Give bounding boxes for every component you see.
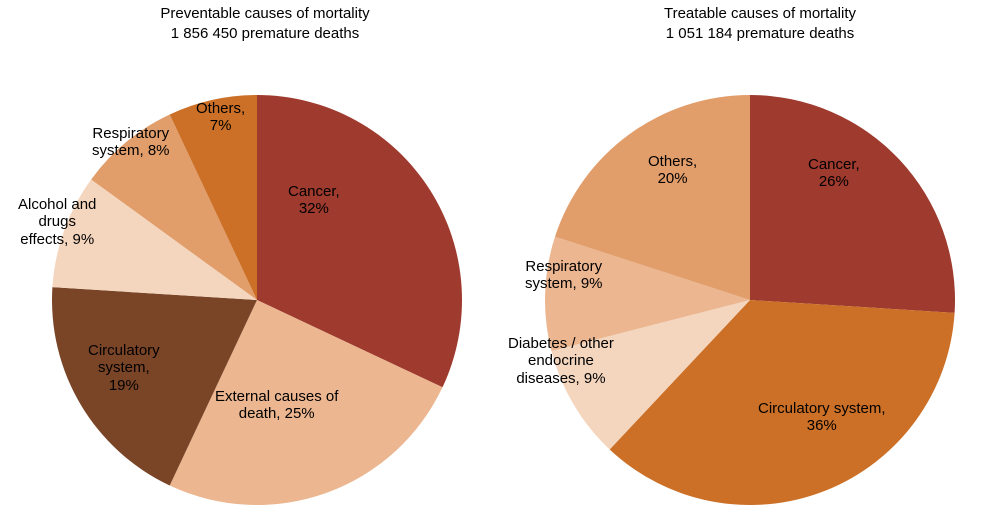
title-line1: Treatable causes of mortality xyxy=(664,5,856,22)
pie-treatable xyxy=(545,95,955,505)
slice-label-others: Others, 7% xyxy=(196,100,245,135)
slice-label-circulatory-system: Circulatory system, 19% xyxy=(88,342,160,394)
title-line1: Preventable causes of mortality xyxy=(160,5,369,22)
slice-label-cancer: Cancer, 32% xyxy=(288,183,340,218)
title-line2: 1 051 184 premature deaths xyxy=(666,25,854,42)
slice-label-respiratory-system: Respiratory system, 8% xyxy=(92,125,170,160)
chart-area: Preventable causes of mortality 1 856 45… xyxy=(0,0,1000,529)
slice-cancer xyxy=(750,95,955,313)
slice-label-others: Others, 20% xyxy=(648,153,697,188)
slice-label-circulatory-system: Circulatory system, 36% xyxy=(758,400,886,435)
chart-title-treatable: Treatable causes of mortality 1 051 184 … xyxy=(630,4,890,43)
chart-title-preventable: Preventable causes of mortality 1 856 45… xyxy=(135,4,395,43)
slice-label-alcohol-and-drugs-effects: Alcohol and drugs effects, 9% xyxy=(18,196,96,248)
slice-label-cancer: Cancer, 26% xyxy=(808,156,860,191)
slice-label-diabetes-other-endocrine-diseases: Diabetes / other endocrine diseases, 9% xyxy=(508,335,614,387)
slice-label-respiratory-system: Respiratory system, 9% xyxy=(525,258,603,293)
title-line2: 1 856 450 premature deaths xyxy=(171,25,359,42)
slice-label-external-causes-of-death: External causes of death, 25% xyxy=(215,388,338,423)
